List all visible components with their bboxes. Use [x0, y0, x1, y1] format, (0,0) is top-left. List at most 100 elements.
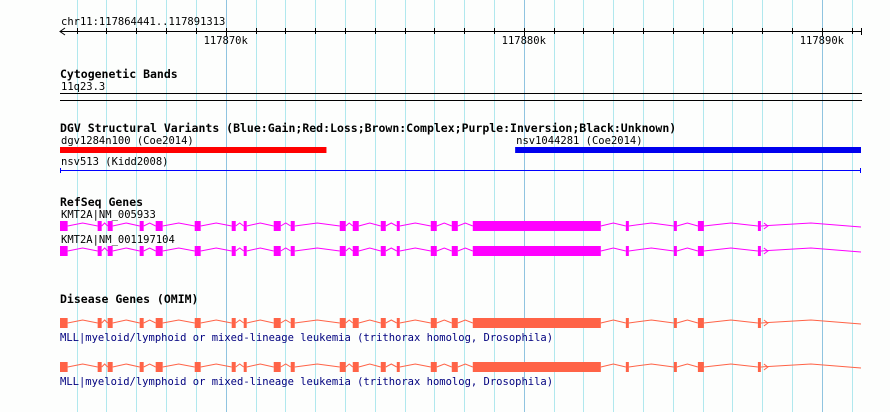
ruler[interactable]: 117870k 117880k 117890k: [59, 27, 862, 47]
cyto-band-label[interactable]: 11q23.3: [61, 81, 105, 93]
refseq-gene-label[interactable]: KMT2A|NM_005933: [61, 209, 156, 221]
intron-line: [67, 319, 98, 324]
gene-model[interactable]: [60, 362, 862, 372]
exon-block: [243, 318, 247, 328]
exon-block: [107, 221, 113, 231]
intron-line: [676, 319, 699, 324]
intron-line: [457, 222, 473, 227]
intron-line: [294, 222, 340, 227]
dgv-feature-label[interactable]: nsv513 (Kidd2008): [61, 156, 168, 168]
omim-genes[interactable]: [60, 318, 862, 372]
exon-block: [396, 318, 400, 328]
exon-block: [430, 221, 437, 231]
omim-track-title: Disease Genes (OMIM): [60, 292, 198, 306]
gene-model[interactable]: [60, 318, 862, 328]
exon-block: [60, 221, 68, 231]
intron-line: [280, 363, 291, 368]
intron-line: [457, 363, 473, 368]
intron-line: [143, 222, 156, 227]
cyto-track-title: Cytogenetic Bands: [60, 67, 178, 81]
exon-block: [380, 221, 386, 231]
exon-block: [231, 246, 236, 256]
exon-block: [139, 318, 144, 328]
exon-block: [625, 362, 629, 372]
intron-line: [345, 222, 354, 227]
exon-block: [757, 318, 761, 328]
intron-line: [246, 363, 274, 368]
dgv-feature-label[interactable]: nsv1044281 (Coe2014): [516, 135, 642, 147]
intron-line: [358, 319, 381, 324]
exon-block: [243, 362, 247, 372]
intron-line: [436, 247, 452, 252]
intron-line: [200, 222, 232, 227]
intron-line: [294, 247, 340, 252]
exon-block: [697, 318, 704, 328]
intron-line: [760, 247, 862, 253]
intron-line: [280, 222, 291, 227]
intron-line: [280, 319, 291, 324]
omim-gene-label[interactable]: MLL|myeloid/lymphoid or mixed-lineage le…: [60, 332, 553, 344]
refseq-genes[interactable]: [60, 221, 862, 256]
dgv-feature-bar[interactable]: [515, 147, 861, 153]
exon-block: [194, 221, 201, 231]
intron-line: [399, 222, 431, 227]
exon-block: [290, 221, 295, 231]
exon-block: [352, 221, 359, 231]
exon-block: [625, 246, 629, 256]
intron-line: [162, 319, 195, 324]
intron-line: [162, 363, 195, 368]
intron-line: [628, 319, 674, 324]
intron-line: [101, 222, 109, 227]
intron-line: [101, 363, 109, 368]
intron-line: [294, 319, 340, 324]
exon-block: [107, 362, 113, 372]
gene-model[interactable]: [60, 221, 862, 231]
exon-block: [290, 246, 295, 256]
exon-block: [97, 246, 102, 256]
intron-line: [67, 247, 98, 252]
exon-block: [290, 318, 295, 328]
exon-block: [194, 362, 201, 372]
intron-line: [760, 319, 862, 325]
intron-line: [399, 363, 431, 368]
exon-block: [625, 318, 629, 328]
intron-line: [143, 247, 156, 252]
intron-line: [246, 222, 274, 227]
exon-block: [243, 246, 247, 256]
intron-line: [294, 363, 340, 368]
intron-line: [385, 319, 398, 324]
intron-line: [200, 363, 232, 368]
dgv-feature-bar[interactable]: [60, 147, 327, 153]
intron-line: [600, 247, 626, 252]
exon-block: [273, 318, 281, 328]
exon-block: [451, 362, 458, 372]
refseq-gene-label[interactable]: KMT2A|NM_001197104: [61, 234, 175, 246]
intron-line: [101, 319, 109, 324]
exon-block: [155, 221, 163, 231]
exon-block: [139, 246, 144, 256]
exon-block: [60, 318, 68, 328]
gene-model[interactable]: [60, 246, 862, 256]
exon-block: [60, 246, 68, 256]
exon-block: [472, 246, 601, 256]
intron-line: [600, 319, 626, 324]
exon-block: [430, 318, 437, 328]
intron-line: [703, 363, 758, 368]
exon-block: [396, 362, 400, 372]
intron-line: [162, 247, 195, 252]
exon-block: [380, 362, 386, 372]
strand-arrow-icon: [763, 319, 769, 327]
exon-block: [339, 318, 346, 328]
dgv-feature-label[interactable]: dgv1284n100 (Coe2014): [61, 135, 194, 147]
exon-block: [155, 362, 163, 372]
strand-arrow-icon: [763, 247, 769, 255]
grid-lines: [77, 0, 853, 412]
omim-gene-label[interactable]: MLL|myeloid/lymphoid or mixed-lineage le…: [60, 376, 553, 388]
exon-block: [451, 318, 458, 328]
intron-line: [600, 222, 626, 227]
intron-line: [600, 363, 626, 368]
intron-line: [345, 319, 354, 324]
exon-block: [352, 246, 359, 256]
intron-line: [235, 222, 245, 227]
intron-line: [676, 363, 699, 368]
